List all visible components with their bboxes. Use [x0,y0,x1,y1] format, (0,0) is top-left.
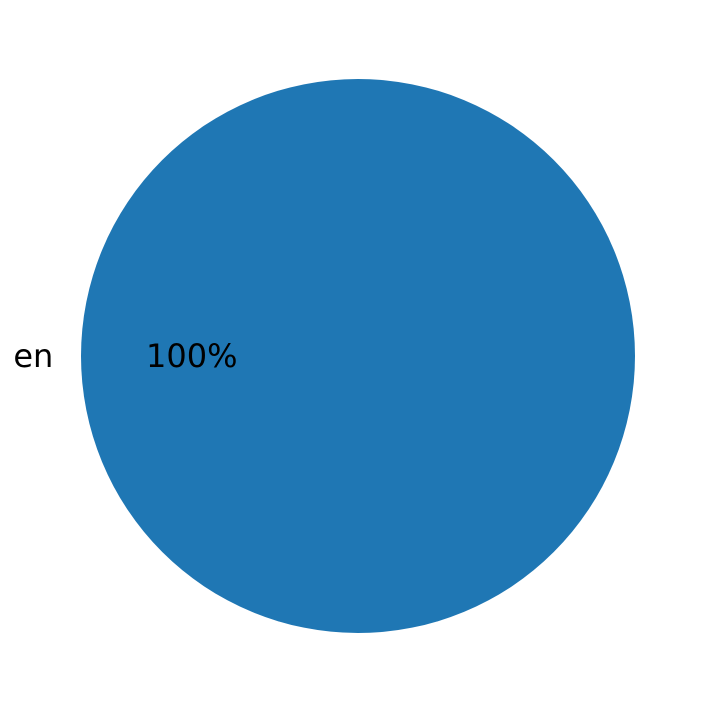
pie-slice-en [81,79,635,633]
slice-label: en [13,337,53,375]
slice-percent-label: 100% [146,337,237,375]
